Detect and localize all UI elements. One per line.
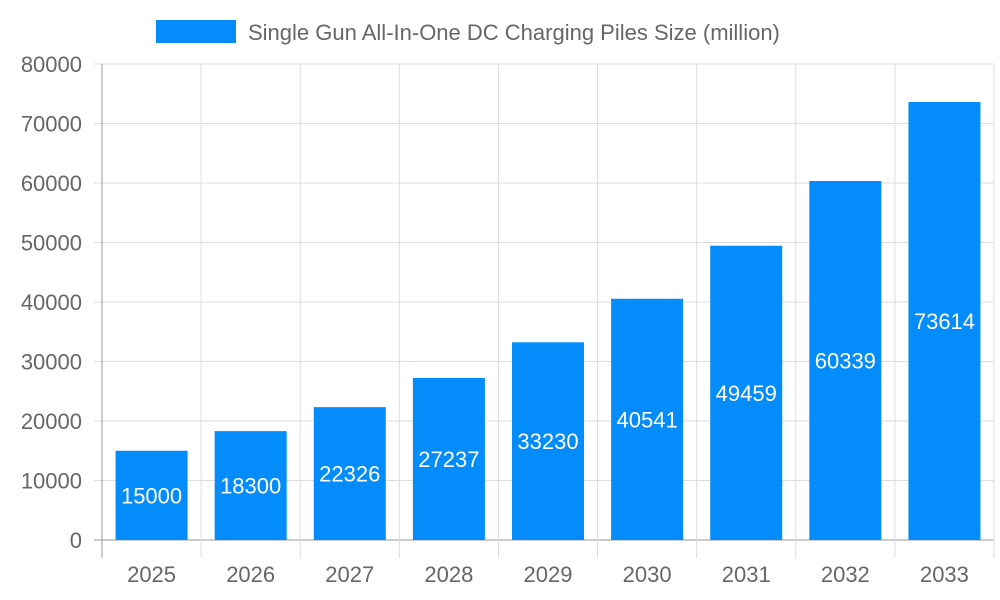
legend[interactable]: Single Gun All-In-One DC Charging Piles … [156, 20, 780, 45]
x-tick-label: 2026 [226, 562, 275, 587]
y-tick-label: 30000 [21, 350, 82, 375]
bar-2029[interactable] [512, 342, 584, 540]
x-tick-label: 2025 [127, 562, 176, 587]
x-tick-label: 2028 [424, 562, 473, 587]
legend-label: Single Gun All-In-One DC Charging Piles … [248, 20, 780, 45]
x-tick-label: 2032 [821, 562, 870, 587]
data-label: 33230 [517, 429, 578, 454]
y-tick-label: 80000 [21, 52, 82, 77]
axes: 0 10000 20000 30000 40000 50000 60000 70000 8000… [21, 52, 969, 587]
bar-2028[interactable] [412, 377, 485, 540]
bar-2030[interactable] [611, 298, 684, 540]
y-tick-label: 20000 [21, 409, 82, 434]
data-label: 15000 [121, 483, 182, 508]
y-tick-label: 0 [70, 528, 82, 553]
y-tick-label: 70000 [21, 112, 82, 137]
y-tick-label: 40000 [21, 290, 82, 315]
y-tick-label: 50000 [21, 231, 82, 256]
data-label: 49459 [716, 381, 777, 406]
data-label: 40541 [617, 407, 678, 432]
bar-2032[interactable] [809, 180, 882, 540]
data-label: 18300 [220, 474, 281, 499]
bar-2033[interactable] [908, 101, 981, 540]
x-tick-label: 2033 [920, 562, 969, 587]
x-tick-label: 2031 [722, 562, 771, 587]
data-label: 60339 [815, 348, 876, 373]
bars: 15000 18300 22326 27237 33230 40541 49459 60339… [115, 101, 981, 541]
grid [94, 63, 995, 558]
x-tick-label: 2027 [325, 562, 374, 587]
bar-2025[interactable] [115, 450, 188, 540]
bar-2027[interactable] [313, 407, 386, 540]
bar-2031[interactable] [710, 245, 783, 541]
y-tick-label: 10000 [21, 469, 82, 494]
x-tick-label: 2029 [524, 562, 573, 587]
x-tick-label: 2030 [623, 562, 672, 587]
legend-swatch [156, 20, 236, 43]
data-label: 22326 [319, 462, 380, 487]
y-tick-label: 60000 [21, 171, 82, 196]
data-label: 73614 [914, 309, 975, 334]
data-label: 27237 [418, 447, 479, 472]
bar-2026[interactable] [214, 431, 287, 540]
